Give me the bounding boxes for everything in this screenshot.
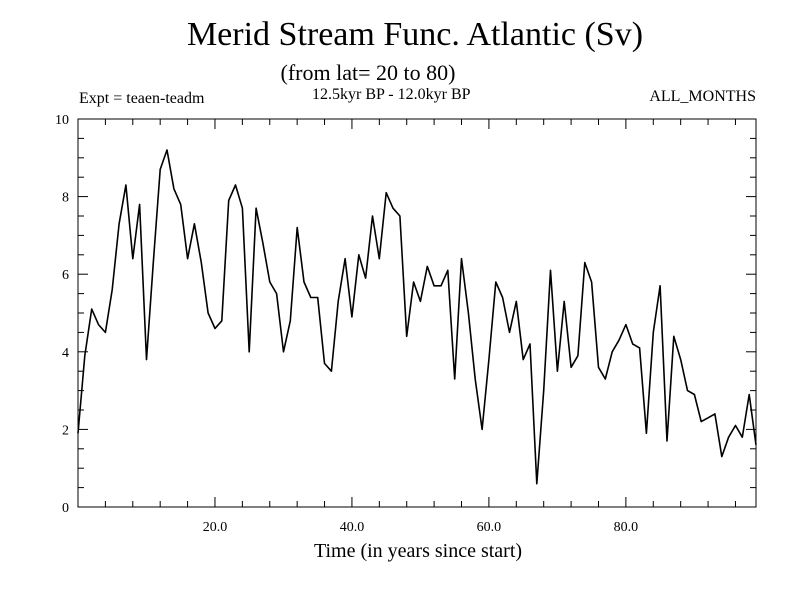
x-tick-label: 60.0 — [477, 520, 502, 535]
data-series-line — [77, 149, 757, 485]
chart-subtitle: (from lat= 20 to 80) — [280, 60, 456, 85]
y-tick-label: 6 — [62, 268, 69, 283]
plot-frame — [77, 118, 757, 508]
tick-labels: 20.0 40.0 60.0 80.0 0 2 4 6 8 10 — [55, 113, 638, 535]
x-tick-label: 20.0 — [203, 520, 228, 535]
experiment-label: Expt = teaen-teadm — [79, 90, 205, 107]
x-axis-label: Time (in years since start) — [313, 540, 523, 562]
period-label: 12.5kyr BP - 12.0kyr BP — [312, 86, 471, 103]
chart-title: Merid Stream Func. Atlantic (Sv) — [186, 16, 644, 53]
y-tick-label: 8 — [62, 191, 69, 206]
y-tick-label: 4 — [62, 346, 69, 361]
y-tick-label: 0 — [62, 501, 69, 516]
y-tick-label: 2 — [62, 423, 69, 438]
x-tick-label: 40.0 — [340, 520, 365, 535]
x-tick-label: 80.0 — [614, 520, 639, 535]
months-label: ALL_MONTHS — [649, 88, 756, 105]
axis-ticks — [78, 119, 756, 507]
y-tick-label: 10 — [55, 113, 69, 128]
